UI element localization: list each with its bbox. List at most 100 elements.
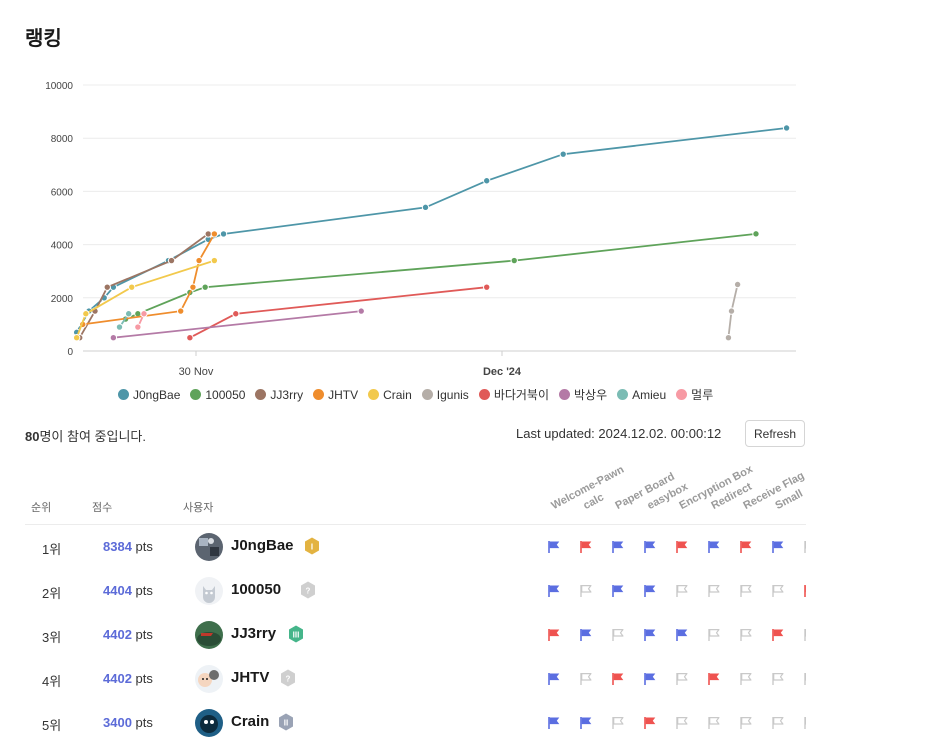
score-cell: 8384 pts: [103, 539, 153, 554]
flag-solved-icon[interactable]: [643, 672, 657, 686]
flag-first-blood-icon[interactable]: [579, 540, 593, 554]
legend-item[interactable]: JHTV: [313, 386, 358, 403]
flag-unsolved-icon[interactable]: [579, 672, 593, 686]
legend-item[interactable]: Crain: [368, 386, 412, 403]
legend-item[interactable]: 박상우: [559, 386, 607, 403]
data-point: [483, 177, 491, 185]
flag-solved-icon[interactable]: [547, 672, 561, 686]
flag-first-blood-icon[interactable]: [611, 672, 625, 686]
legend-label: JHTV: [328, 387, 359, 402]
flag-first-blood-icon[interactable]: [739, 540, 753, 554]
flag-solved-icon[interactable]: [547, 540, 561, 554]
avatar[interactable]: [195, 533, 223, 561]
chart-series: [72, 124, 791, 342]
legend-label: Crain: [383, 387, 412, 402]
flag-unsolved-icon[interactable]: [675, 584, 689, 598]
flag-first-blood-icon[interactable]: [675, 540, 689, 554]
x-tick-label: 30 Nov: [179, 366, 214, 378]
flag-solved-icon[interactable]: [675, 628, 689, 642]
flag-unsolved-icon[interactable]: [707, 584, 721, 598]
flag-first-blood-icon[interactable]: [803, 584, 806, 598]
flag-solved-icon[interactable]: [611, 540, 625, 554]
flag-solved-icon[interactable]: [707, 540, 721, 554]
problem-flags: [25, 701, 806, 745]
flag-unsolved-icon[interactable]: [739, 716, 753, 730]
flag-solved-icon[interactable]: [547, 584, 561, 598]
ranking-line-chart: 0 2000 4000 6000 8000 10000 30 Nov Dec '24: [45, 81, 796, 378]
legend-item[interactable]: 멀루: [676, 386, 713, 403]
flag-unsolved-icon[interactable]: [611, 628, 625, 642]
legend-item[interactable]: 바다거북이: [478, 386, 549, 403]
participant-count: 80명이 참여 중입니다.: [25, 426, 146, 445]
flag-solved-icon[interactable]: [547, 716, 561, 730]
flag-unsolved-icon[interactable]: [803, 628, 806, 642]
flag-solved-icon[interactable]: [643, 584, 657, 598]
flag-unsolved-icon[interactable]: [707, 628, 721, 642]
avatar[interactable]: [195, 577, 223, 605]
avatar[interactable]: [195, 665, 223, 693]
flag-unsolved-icon[interactable]: [739, 672, 753, 686]
flag-unsolved-icon[interactable]: [803, 540, 806, 554]
flag-unsolved-icon[interactable]: [771, 672, 785, 686]
legend-item[interactable]: Igunis: [421, 386, 469, 403]
data-point: [559, 150, 567, 158]
score-unit: pts: [131, 715, 153, 730]
svg-text:II: II: [284, 719, 288, 728]
y-tick-label: 10000: [45, 81, 73, 92]
flag-unsolved-icon[interactable]: [611, 716, 625, 730]
problem-header: Encryption Box: [677, 463, 755, 512]
user-name-link[interactable]: 100050: [231, 581, 282, 598]
user-name-link[interactable]: JJ3rry: [231, 625, 277, 642]
flag-unsolved-icon[interactable]: [803, 716, 806, 730]
chart-grid: 0 2000 4000 6000 8000 10000 30 Nov Dec '24: [45, 81, 796, 378]
legend-item[interactable]: 100050: [190, 386, 245, 403]
flag-solved-icon[interactable]: [611, 584, 625, 598]
avatar[interactable]: [195, 709, 223, 737]
data-point: [109, 334, 118, 342]
flag-first-blood-icon[interactable]: [771, 628, 785, 642]
score-column-header: 점수: [92, 502, 113, 514]
user-name-link[interactable]: JHTV: [231, 669, 270, 686]
flag-solved-icon[interactable]: [579, 716, 593, 730]
flag-unsolved-icon[interactable]: [675, 716, 689, 730]
flag-solved-icon[interactable]: [771, 540, 785, 554]
flag-unsolved-icon[interactable]: [675, 672, 689, 686]
x-tick-label: Dec '24: [483, 366, 522, 378]
participant-count-number: 80: [25, 429, 40, 444]
legend-item[interactable]: JJ3rry: [255, 386, 303, 403]
data-point: [210, 256, 219, 265]
data-point: [727, 307, 736, 315]
rank-column-header: 순위: [31, 502, 52, 514]
flag-solved-icon[interactable]: [579, 628, 593, 642]
flag-unsolved-icon[interactable]: [739, 628, 753, 642]
table-row: 5위 3400 pts Crain II: [25, 701, 806, 745]
flag-solved-icon[interactable]: [643, 540, 657, 554]
score-value: 4402: [103, 627, 132, 642]
score-cell: 4404 pts: [103, 583, 153, 598]
score-cell: 4402 pts: [103, 627, 153, 642]
flag-unsolved-icon[interactable]: [771, 584, 785, 598]
flag-unsolved-icon[interactable]: [771, 716, 785, 730]
legend-item[interactable]: J0ngBae: [118, 386, 180, 403]
refresh-button[interactable]: Refresh: [745, 420, 805, 447]
user-name-link[interactable]: Crain: [231, 713, 270, 730]
rank-cell: 5위: [42, 718, 62, 733]
user-name-link[interactable]: J0ngBae: [231, 537, 294, 554]
data-point: [72, 334, 81, 342]
problem-header: Receive Flag: [741, 469, 806, 512]
flag-unsolved-icon[interactable]: [579, 584, 593, 598]
flag-unsolved-icon[interactable]: [739, 584, 753, 598]
legend-item[interactable]: Amieu: [617, 386, 666, 403]
table-row: 3위 4402 pts JJ3rry III: [25, 613, 806, 657]
score-unit: pts: [131, 539, 153, 554]
flag-first-blood-icon[interactable]: [547, 628, 561, 642]
data-point: [219, 230, 228, 238]
data-point: [510, 256, 518, 265]
flag-unsolved-icon[interactable]: [707, 716, 721, 730]
flag-unsolved-icon[interactable]: [803, 672, 806, 686]
avatar[interactable]: [195, 621, 223, 649]
score-value: 4402: [103, 671, 132, 686]
flag-solved-icon[interactable]: [643, 628, 657, 642]
flag-first-blood-icon[interactable]: [643, 716, 657, 730]
flag-first-blood-icon[interactable]: [707, 672, 721, 686]
